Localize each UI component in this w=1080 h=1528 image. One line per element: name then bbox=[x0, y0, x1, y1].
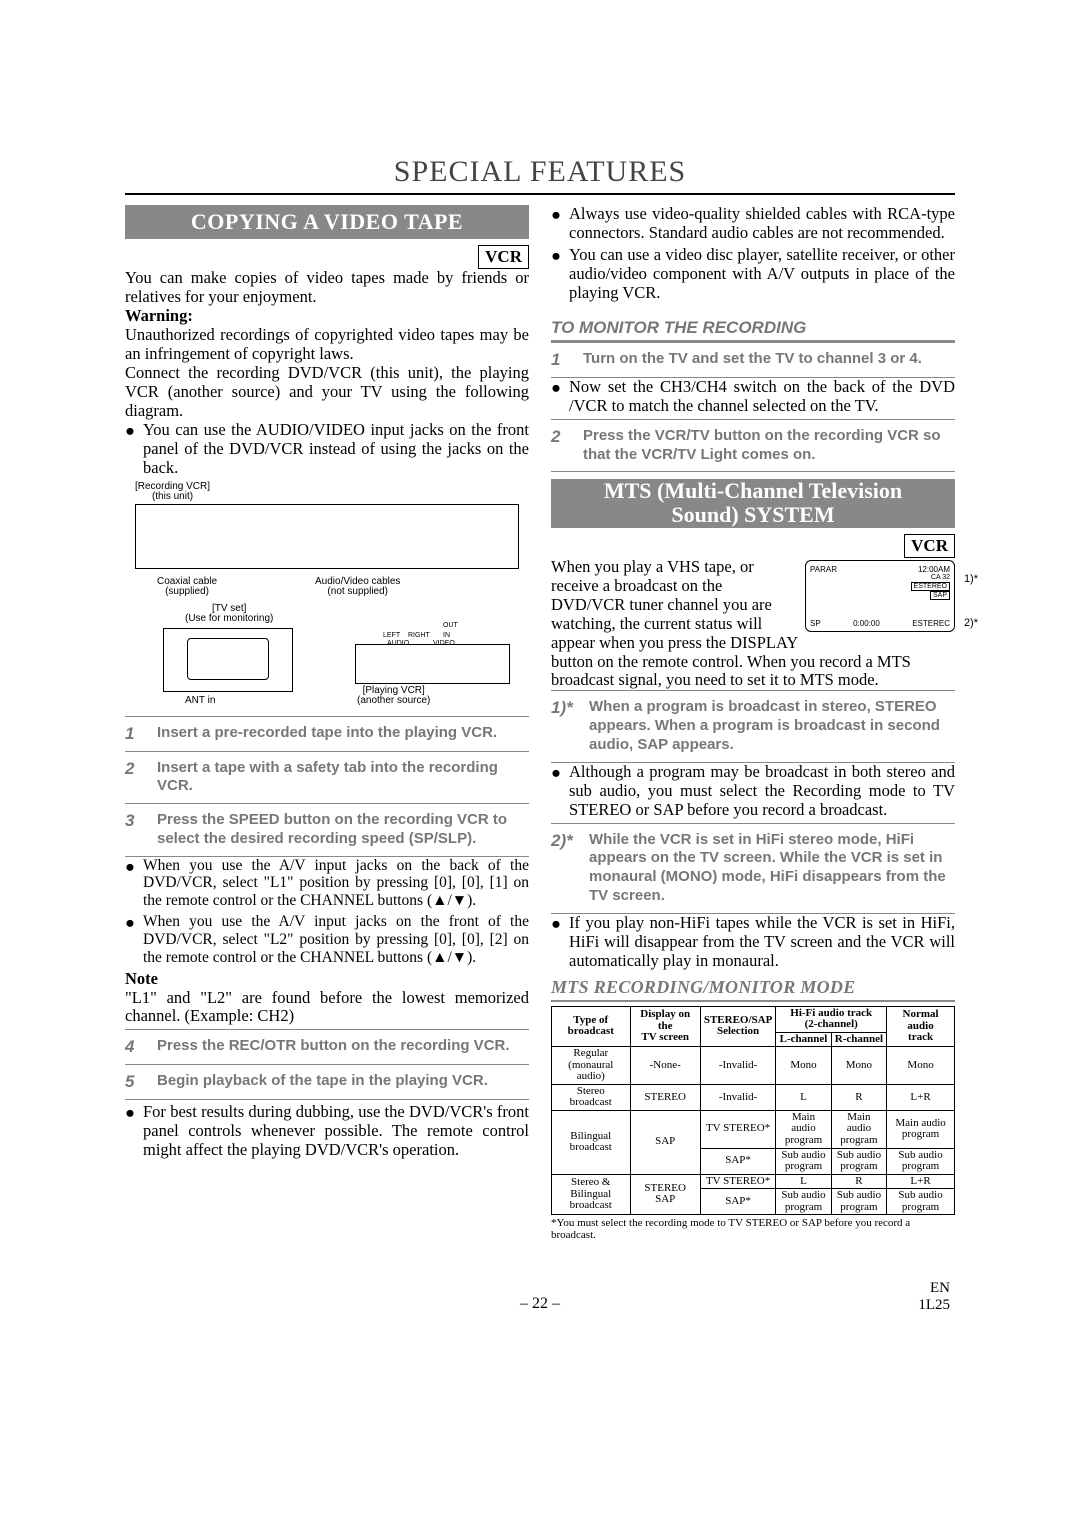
step-text: Insert a pre-recorded tape into the play… bbox=[157, 724, 529, 744]
dg-tv: [TV set](Use for monitoring) bbox=[185, 604, 273, 624]
lcd-m2: 2)* bbox=[964, 617, 978, 629]
th-display: Display on theTV screen bbox=[630, 1006, 700, 1047]
ch34-note: Now set the CH3/CH4 switch on the back o… bbox=[569, 378, 955, 416]
vcr-badge-2: VCR bbox=[904, 534, 955, 558]
mts-note1-n: 1)* bbox=[551, 698, 579, 754]
title-rule bbox=[125, 193, 955, 195]
lcd-display: PARAR 12:00AM CA 32 ESTEREO SAP SP 0:00:… bbox=[805, 560, 955, 632]
dg-l: LEFT bbox=[383, 632, 400, 639]
warning-label: Warning: bbox=[125, 306, 193, 325]
footer-en: EN bbox=[930, 1280, 950, 1296]
dg-audio: AUDIO bbox=[387, 640, 409, 647]
step-num: 2 bbox=[551, 427, 573, 465]
dg-out: OUT bbox=[443, 622, 458, 629]
step-text: Press the SPEED button on the recording … bbox=[157, 811, 529, 849]
left-column: COPYING A VIDEO TAPE VCR You can make co… bbox=[125, 205, 529, 1241]
mts-note1: When a program is broadcast in stereo, S… bbox=[589, 698, 955, 754]
th-lch: L-channel bbox=[776, 1032, 831, 1047]
mts-table: Type ofbroadcast Display on theTV screen… bbox=[551, 1006, 955, 1216]
mts-bullet1: Although a program may be broadcast in b… bbox=[569, 763, 955, 820]
step-num: 5 bbox=[125, 1072, 147, 1092]
mts-heading-l2: Sound) SYSTEM bbox=[671, 502, 834, 527]
lcd-parar: PARAR bbox=[810, 565, 837, 574]
l2-note: When you use the A/V input jacks on the … bbox=[143, 913, 529, 966]
th-normal: Normal audiotrack bbox=[887, 1006, 955, 1047]
mts-heading-l1: MTS (Multi-Channel Television bbox=[604, 478, 902, 503]
l1-note: When you use the A/V input jacks on the … bbox=[143, 857, 529, 910]
step: 5 Begin playback of the tape in the playi… bbox=[125, 1064, 529, 1100]
shielded-cables: Always use video-quality shielded cables… bbox=[569, 205, 955, 243]
front-jacks-note: You can use the AUDIO/VIDEO input jacks … bbox=[143, 421, 529, 478]
dg-in: IN bbox=[443, 632, 450, 639]
step: 2 Press the VCR/TV button on the recordin… bbox=[551, 419, 955, 473]
lcd-estereo2: ESTEREC bbox=[912, 619, 950, 628]
mts-note2: While the VCR is set in HiFi stereo mode… bbox=[589, 831, 955, 906]
note-label: Note bbox=[125, 969, 158, 988]
note-text: "L1" and "L2" are found before the lowes… bbox=[125, 989, 529, 1027]
mts-table-heading: MTS RECORDING/MONITOR MODE bbox=[551, 977, 955, 1002]
video-disc: You can use a video disc player, satelli… bbox=[569, 246, 955, 303]
step-num: 1 bbox=[125, 724, 147, 744]
mts-heading: MTS (Multi-Channel Television Sound) SYS… bbox=[551, 479, 955, 527]
connect-text: Connect the recording DVD/VCR (this unit… bbox=[125, 364, 529, 421]
lcd-sap: SAP bbox=[930, 591, 950, 600]
footer-code: 1L25 bbox=[918, 1297, 950, 1313]
lcd-time: 12:00AM bbox=[918, 565, 950, 574]
right-column: ●Always use video-quality shielded cable… bbox=[551, 205, 955, 1241]
step-text: Turn on the TV and set the TV to channel… bbox=[583, 350, 955, 370]
lcd-counter: 0:00:00 bbox=[853, 619, 880, 628]
dg-play: [Playing VCR](another source) bbox=[357, 686, 430, 706]
monitor-heading: TO MONITOR THE RECORDING bbox=[551, 318, 955, 342]
th-type: Type ofbroadcast bbox=[552, 1006, 631, 1047]
step: 2 Insert a tape with a safety tab into th… bbox=[125, 751, 529, 804]
step-num: 4 bbox=[125, 1037, 147, 1057]
step-num: 2 bbox=[125, 759, 147, 797]
copying-heading: COPYING A VIDEO TAPE bbox=[125, 205, 529, 239]
step-text: Press the REC/OTR button on the recordin… bbox=[157, 1037, 529, 1057]
mts-bullet2: If you play non-HiFi tapes while the VCR… bbox=[569, 914, 955, 971]
step-num: 1 bbox=[551, 350, 573, 370]
step-text: Insert a tape with a safety tab into the… bbox=[157, 759, 529, 797]
dg-r: RIGHT bbox=[408, 632, 430, 639]
lcd-m1: 1)* bbox=[964, 573, 978, 585]
dg-ant: ANT in bbox=[185, 696, 215, 706]
step: 1 Turn on the TV and set the TV to channe… bbox=[551, 342, 955, 378]
lcd-sp: SP bbox=[810, 619, 821, 628]
dg-av: Audio/Video cables(not supplied) bbox=[315, 577, 400, 597]
wiring-diagram: [Recording VCR](this unit) Coaxial cable… bbox=[125, 482, 529, 712]
warning-text: Unauthorized recordings of copyrighted v… bbox=[125, 326, 529, 364]
lcd-ch: CA 32 bbox=[810, 574, 950, 581]
step: 1 Insert a pre-recorded tape into the pla… bbox=[125, 716, 529, 751]
step-num: 3 bbox=[125, 811, 147, 849]
page-title: SPECIAL FEATURES bbox=[125, 155, 955, 189]
dg-recvcr-label: [Recording VCR](this unit) bbox=[135, 482, 210, 502]
th-sel: STEREO/SAPSelection bbox=[700, 1006, 775, 1047]
th-rch: R-channel bbox=[831, 1032, 886, 1047]
footer-right: EN 1L25 bbox=[918, 1280, 950, 1313]
dubbing-note: For best results during dubbing, use the… bbox=[143, 1103, 529, 1160]
page-container: SPECIAL FEATURES COPYING A VIDEO TAPE VC… bbox=[125, 0, 955, 1241]
step-text: Begin playback of the tape in the playin… bbox=[157, 1072, 529, 1092]
dg-coax: Coaxial cable(supplied) bbox=[157, 577, 217, 597]
step: 3 Press the SPEED button on the recording… bbox=[125, 803, 529, 857]
step: 4 Press the REC/OTR button on the recordi… bbox=[125, 1029, 529, 1064]
mts-note2-n: 2)* bbox=[551, 831, 579, 906]
table-footnote: *You must select the recording mode to T… bbox=[551, 1217, 955, 1241]
step-text: Press the VCR/TV button on the recording… bbox=[583, 427, 955, 465]
vcr-badge: VCR bbox=[478, 245, 529, 269]
th-hifi: Hi-Fi audio track(2-channel) bbox=[776, 1006, 887, 1032]
copying-intro: You can make copies of video tapes made … bbox=[125, 269, 529, 307]
dg-video: VIDEO bbox=[433, 640, 455, 647]
